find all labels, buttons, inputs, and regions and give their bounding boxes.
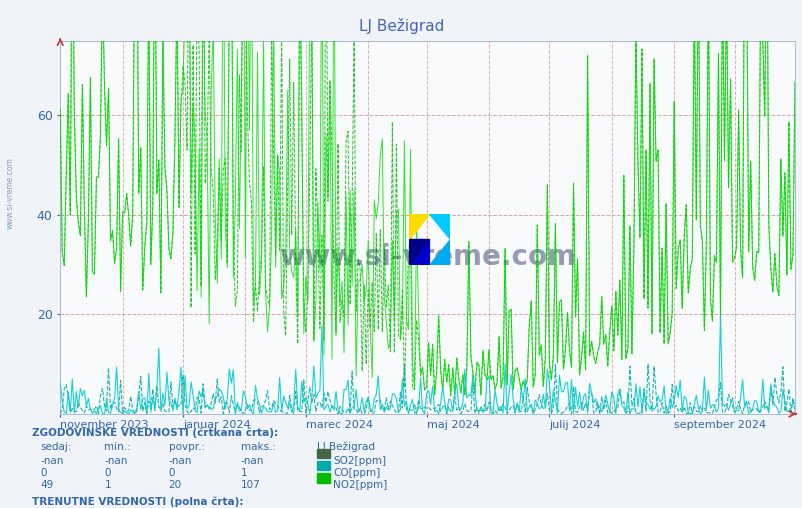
Text: LJ Bežigrad: LJ Bežigrad	[358, 18, 444, 34]
Polygon shape	[408, 239, 429, 265]
Text: -nan: -nan	[168, 456, 192, 466]
Polygon shape	[408, 214, 429, 239]
Text: SO2[ppm]: SO2[ppm]	[333, 456, 386, 466]
Text: CO[ppm]: CO[ppm]	[333, 468, 380, 478]
Text: ZGODOVINSKE VREDNOSTI (črtkana črta):: ZGODOVINSKE VREDNOSTI (črtkana črta):	[32, 428, 278, 438]
Text: -nan: -nan	[104, 456, 128, 466]
Polygon shape	[429, 239, 450, 265]
Text: www.si-vreme.com: www.si-vreme.com	[279, 243, 575, 271]
Text: sedaj:: sedaj:	[40, 442, 71, 452]
Polygon shape	[408, 239, 429, 265]
Text: 0: 0	[104, 468, 111, 478]
Text: LJ Bežigrad: LJ Bežigrad	[317, 442, 375, 453]
Text: 0: 0	[40, 468, 47, 478]
Text: maks.:: maks.:	[241, 442, 276, 452]
Text: 20: 20	[168, 480, 181, 490]
Text: www.si-vreme.com: www.si-vreme.com	[6, 157, 15, 229]
Text: 1: 1	[104, 480, 111, 490]
Text: 0: 0	[168, 468, 175, 478]
Text: 1: 1	[241, 468, 247, 478]
Text: povpr.:: povpr.:	[168, 442, 205, 452]
Text: 107: 107	[241, 480, 261, 490]
Text: TRENUTNE VREDNOSTI (polna črta):: TRENUTNE VREDNOSTI (polna črta):	[32, 496, 243, 507]
Text: -nan: -nan	[40, 456, 63, 466]
Text: -nan: -nan	[241, 456, 264, 466]
Text: min.:: min.:	[104, 442, 131, 452]
Text: NO2[ppm]: NO2[ppm]	[333, 480, 387, 490]
Text: 49: 49	[40, 480, 54, 490]
Polygon shape	[429, 214, 450, 239]
